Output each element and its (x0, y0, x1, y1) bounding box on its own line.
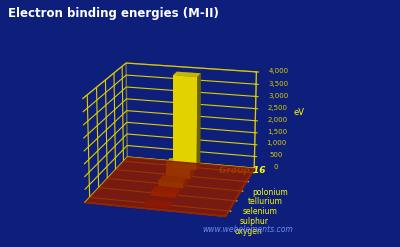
Text: www.webelements.com: www.webelements.com (203, 225, 293, 234)
Text: Electron binding energies (M-II): Electron binding energies (M-II) (8, 7, 219, 21)
